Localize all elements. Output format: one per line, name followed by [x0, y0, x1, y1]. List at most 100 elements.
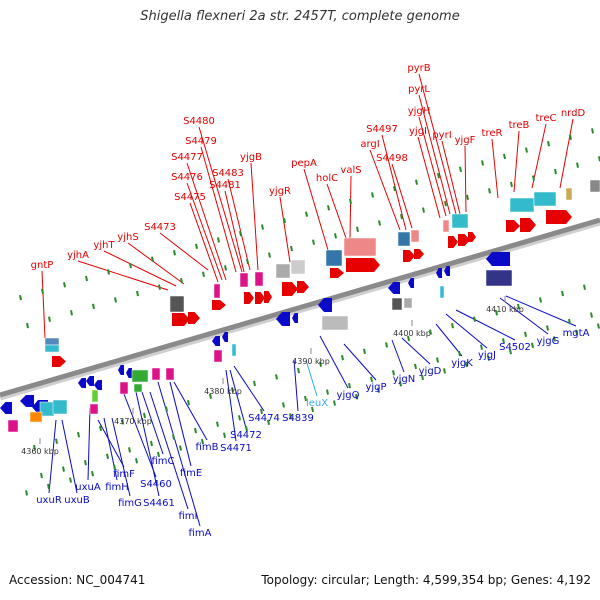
track-tick [25, 490, 28, 496]
track-tick [216, 421, 219, 427]
gene-label-top: S4473 [144, 222, 176, 233]
track-tick [289, 413, 292, 419]
gene-leader-line [441, 140, 461, 215]
track-tick [356, 226, 359, 233]
track-tick [569, 134, 572, 140]
gene-label-top: pepA [291, 158, 317, 169]
track-tick [459, 166, 462, 173]
gene-label-bottom: yjgN [393, 374, 416, 385]
track-tick [590, 312, 593, 318]
track-tick [99, 425, 102, 432]
gene-block [29, 411, 43, 423]
gene-leader-line [505, 295, 577, 327]
gene-label-bottom: S4474 [248, 413, 280, 424]
track-tick [165, 406, 168, 412]
gene-label-top: S4481 [209, 180, 241, 191]
gene-arrow-reverse [318, 298, 332, 312]
gene-label-bottom: fimA [189, 528, 212, 539]
gene-arrow-forward [346, 258, 380, 272]
gene-arrow-reverse [408, 278, 414, 288]
track-tick [194, 427, 197, 434]
gene-arrow-forward [212, 300, 226, 310]
track-tick [546, 325, 549, 331]
track-tick [525, 147, 528, 153]
gene-label-top: valS [340, 165, 361, 176]
gene-block [565, 187, 573, 201]
gene-leader-line [200, 146, 237, 273]
scale-label: 4410 kbp [486, 305, 524, 314]
track-tick [63, 282, 66, 288]
gene-label-bottom: leuX [306, 398, 328, 409]
track-tick [135, 458, 138, 464]
gene-label-top: treR [482, 128, 503, 139]
gene-leader-line [159, 232, 209, 271]
gene-label-top: pyrL [408, 84, 430, 95]
track-tick [480, 344, 483, 350]
genome-axis [0, 217, 600, 398]
gene-label-bottom: yjgJ [478, 350, 496, 361]
gene-arrow-forward [188, 312, 200, 324]
track-tick [246, 258, 249, 265]
track-tick [312, 239, 315, 245]
gene-label-top: treB [509, 120, 530, 131]
track-tick [348, 383, 351, 389]
gene-leader-line [123, 393, 157, 478]
gene-leader-line [189, 202, 219, 283]
track-tick [92, 303, 95, 310]
track-tick [195, 243, 198, 250]
track-tick [128, 447, 131, 453]
gene-arrow-forward [264, 291, 272, 303]
gene-label-bottom: uxuA [75, 482, 101, 493]
track-tick [261, 224, 264, 230]
scale-label: 4380 kbp [204, 387, 242, 396]
track-tick [370, 376, 373, 382]
gene-leader-line [391, 339, 405, 373]
track-tick [451, 322, 454, 329]
gene-leader-line [417, 136, 441, 219]
accession-text: Accession: NC_004741 [9, 573, 146, 587]
gene-label-top: S4483 [212, 168, 244, 179]
track-tick [238, 415, 241, 421]
gene-block [165, 367, 175, 381]
track-tick [283, 217, 286, 224]
track-tick [158, 284, 161, 290]
gene-arrow-forward [546, 210, 572, 224]
track-tick [333, 400, 336, 406]
gene-leader-line [77, 260, 169, 291]
track-tick [245, 426, 248, 432]
track-tick [151, 256, 154, 262]
track-tick [143, 412, 146, 419]
gene-leader-line [418, 94, 451, 215]
gene-label-bottom: fimG [118, 498, 142, 509]
gene-label-bottom: fimB [196, 442, 219, 453]
gene-leader-line [326, 183, 347, 239]
gene-label-top: yjhS [117, 232, 138, 243]
gene-leader-line [418, 116, 447, 217]
gene-block [410, 229, 420, 243]
gene-leader-line [229, 369, 247, 429]
gene-leader-line [464, 145, 467, 213]
gene-label-top: S4497 [366, 124, 398, 135]
track-tick [466, 194, 469, 200]
gene-block [442, 219, 450, 233]
track-tick [517, 303, 520, 310]
gene-label-bottom: yjgQ [337, 390, 360, 401]
track-tick [495, 310, 498, 316]
gene-leader-line [141, 391, 164, 455]
gene-block [391, 297, 403, 311]
gene-label-bottom: yjgP [365, 382, 386, 393]
gene-label-bottom: S4471 [220, 443, 252, 454]
track-tick [319, 361, 322, 367]
gene-label-top: yjgR [269, 186, 291, 197]
gene-label-bottom: yjgK [451, 358, 473, 369]
gene-label-top: yjgI [409, 126, 427, 137]
track-tick [311, 406, 314, 413]
track-tick [399, 381, 402, 387]
gene-leader-line [48, 419, 57, 494]
track-tick [597, 323, 600, 329]
gene-block [52, 399, 68, 415]
gene-block [213, 349, 223, 363]
gene-label-bottom: uxuB [64, 495, 90, 506]
track-tick [173, 250, 176, 256]
track-tick [231, 387, 234, 393]
